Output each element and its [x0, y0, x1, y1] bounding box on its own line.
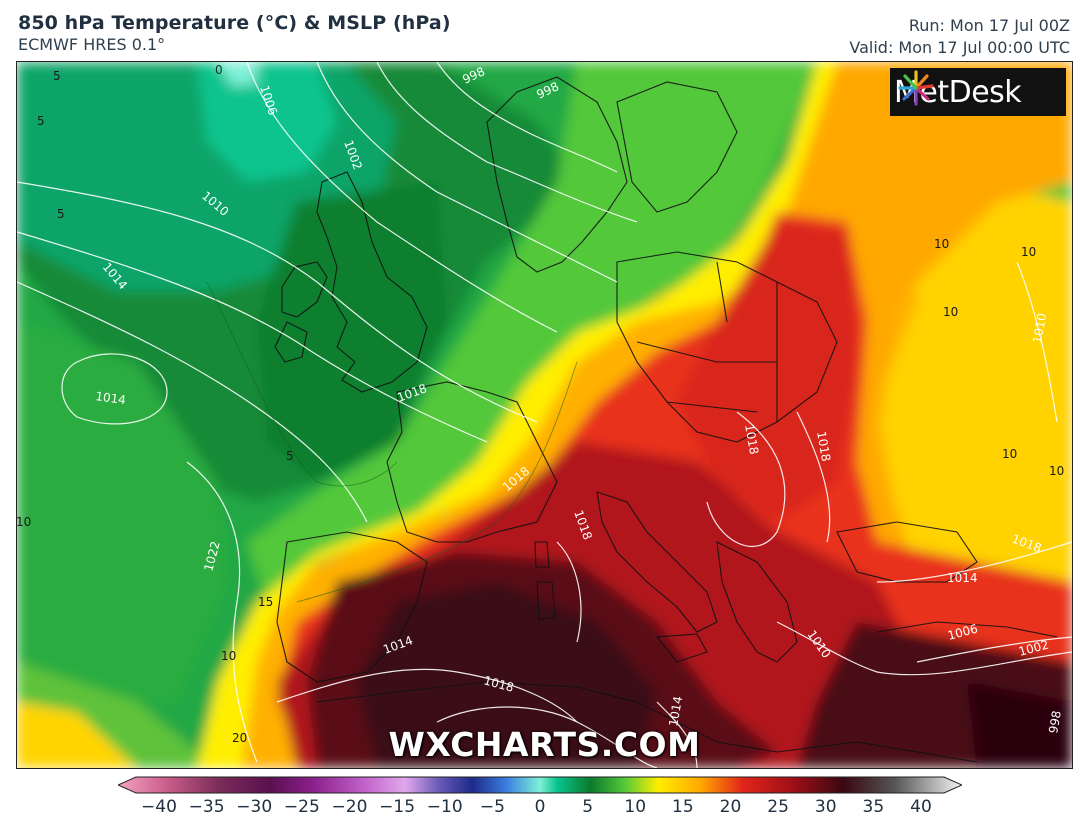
temp-label: 10 [17, 515, 31, 529]
color-scale-tick-label: −25 [283, 797, 320, 817]
temp-label: 10 [1049, 464, 1064, 478]
isobar-label: 1018 [814, 430, 833, 463]
isobar-label: 1014 [666, 695, 685, 728]
valid-time: Valid: Mon 17 Jul 00:00 UTC [849, 38, 1070, 57]
temp-label: 5 [37, 114, 45, 128]
temperature-field [17, 62, 1072, 768]
metdesk-logo: MetDesk [890, 68, 1066, 116]
color-scale-tick-label: 25 [767, 797, 789, 817]
isobar-label: 1010 [1030, 312, 1049, 345]
color-scale-gradient [118, 776, 962, 794]
color-scale-tick-label: −30 [236, 797, 273, 817]
model-name: ECMWF HRES 0.1° [18, 35, 166, 54]
header-left: 850 hPa Temperature (°C) & MSLP (hPa) EC… [18, 12, 451, 54]
isobar-label: 1018 [742, 423, 761, 456]
temperature-contours [206, 281, 578, 603]
color-scale-tick-label: 0 [534, 797, 546, 817]
color-scale-tick-label: 15 [672, 797, 694, 817]
color-scale-tick-label: −20 [331, 797, 368, 817]
color-scale-bar [118, 776, 962, 794]
isobar-label: 1014 [95, 389, 127, 407]
temp-label: 10 [934, 237, 949, 251]
temp-label: 10 [1021, 245, 1036, 259]
metdesk-starburst-icon [898, 70, 934, 106]
temp-label: 5 [286, 449, 294, 463]
color-scale-tick-label: 10 [624, 797, 647, 817]
temp-label: 15 [258, 595, 273, 609]
run-time: Run: Mon 17 Jul 00Z [908, 16, 1070, 35]
isobar-label: 1014 [947, 571, 978, 585]
color-scale-tick-label: 30 [814, 797, 837, 817]
temperature-labels: 0 5 5 5 5 10 15 10 20 10 10 10 10 10 [17, 63, 1064, 745]
map-canvas: 998 998 1002 1006 1010 1014 1014 1018 10… [17, 62, 1072, 768]
temp-label: 10 [1002, 447, 1017, 461]
temp-label: 5 [53, 69, 61, 83]
temp-label: 5 [57, 207, 65, 221]
temp-label: 0 [215, 63, 223, 77]
color-scale-tick-label: 40 [910, 797, 932, 817]
color-scale-tick-label: −10 [426, 797, 463, 817]
color-scale-tick-label: −40 [141, 797, 177, 817]
wxcharts-watermark: WXCHARTS.COM [388, 725, 701, 764]
temp-label: 10 [943, 305, 958, 319]
isobar-label: 998 [1046, 710, 1064, 735]
color-scale-tick-label: 20 [719, 797, 742, 817]
isobars [17, 62, 1072, 768]
color-scale-tick-label: −15 [379, 797, 416, 817]
color-scale-tick-label: 35 [862, 797, 885, 817]
color-scale-tick-label: −5 [479, 797, 505, 817]
chart-title: 850 hPa Temperature (°C) & MSLP (hPa) [18, 12, 451, 34]
color-scale-tick-label: −35 [188, 797, 225, 817]
color-scale-tick-label: 5 [582, 797, 594, 817]
temp-label: 20 [232, 731, 247, 745]
weather-map: 998 998 1002 1006 1010 1014 1014 1018 10… [16, 61, 1073, 769]
color-scale-ticks: −40 −35 −30 −25 −20 −15 −10 −5 0 5 10 15 20 25 30 35 40 [0, 795, 1088, 825]
header-right: Run: Mon 17 Jul 00Z Valid: Mon 17 Jul 00… [849, 15, 1070, 59]
temp-label: 10 [221, 649, 236, 663]
